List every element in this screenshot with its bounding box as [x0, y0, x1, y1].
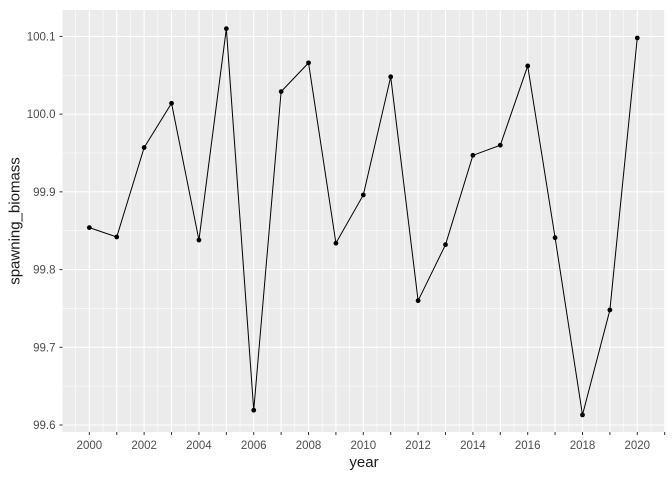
data-point: [306, 60, 311, 66]
x-axis-tick-label: 2012: [405, 440, 431, 452]
y-axis-title: spawning_biomass: [6, 157, 24, 285]
data-point: [580, 412, 585, 418]
x-axis-title: year: [349, 454, 379, 471]
y-axis-tick-label: 100.1: [27, 31, 56, 43]
data-point: [388, 74, 394, 80]
data-point: [223, 26, 229, 32]
x-axis-tick-label: 2014: [460, 440, 486, 452]
x-axis-tick-label: 2010: [351, 440, 377, 452]
data-point: [607, 307, 613, 313]
x-axis-tick-label: 2016: [515, 440, 541, 452]
data-point: [470, 152, 476, 158]
data-point: [634, 35, 640, 41]
y-axis-tick-label: 100.0: [27, 109, 56, 121]
data-point: [360, 192, 366, 198]
y-axis-tick-label: 99.8: [33, 265, 55, 277]
x-axis-tick-label: 2004: [186, 440, 212, 452]
y-axis-tick-label: 99.6: [33, 420, 55, 432]
data-point: [415, 298, 421, 304]
panel-background: [62, 10, 666, 432]
y-axis-tick-label: 99.9: [33, 187, 55, 199]
data-point: [443, 242, 448, 248]
data-point: [497, 142, 503, 148]
data-point: [251, 407, 257, 413]
data-point: [114, 234, 120, 240]
x-axis-tick-label: 2008: [296, 440, 322, 452]
data-point: [196, 237, 202, 243]
data-point: [278, 89, 284, 95]
data-point: [552, 235, 558, 241]
data-point: [86, 225, 92, 231]
x-axis-tick-label: 2000: [77, 440, 103, 452]
data-point: [333, 240, 339, 246]
data-point: [169, 100, 174, 106]
x-axis-tick-label: 2018: [570, 440, 596, 452]
y-axis-tick-label: 99.7: [33, 342, 55, 354]
x-axis-tick-label: 2020: [624, 440, 650, 452]
x-axis-tick-label: 2002: [131, 440, 157, 452]
data-point: [525, 63, 531, 69]
x-axis-tick-label: 2006: [241, 440, 267, 452]
data-point: [141, 145, 147, 150]
